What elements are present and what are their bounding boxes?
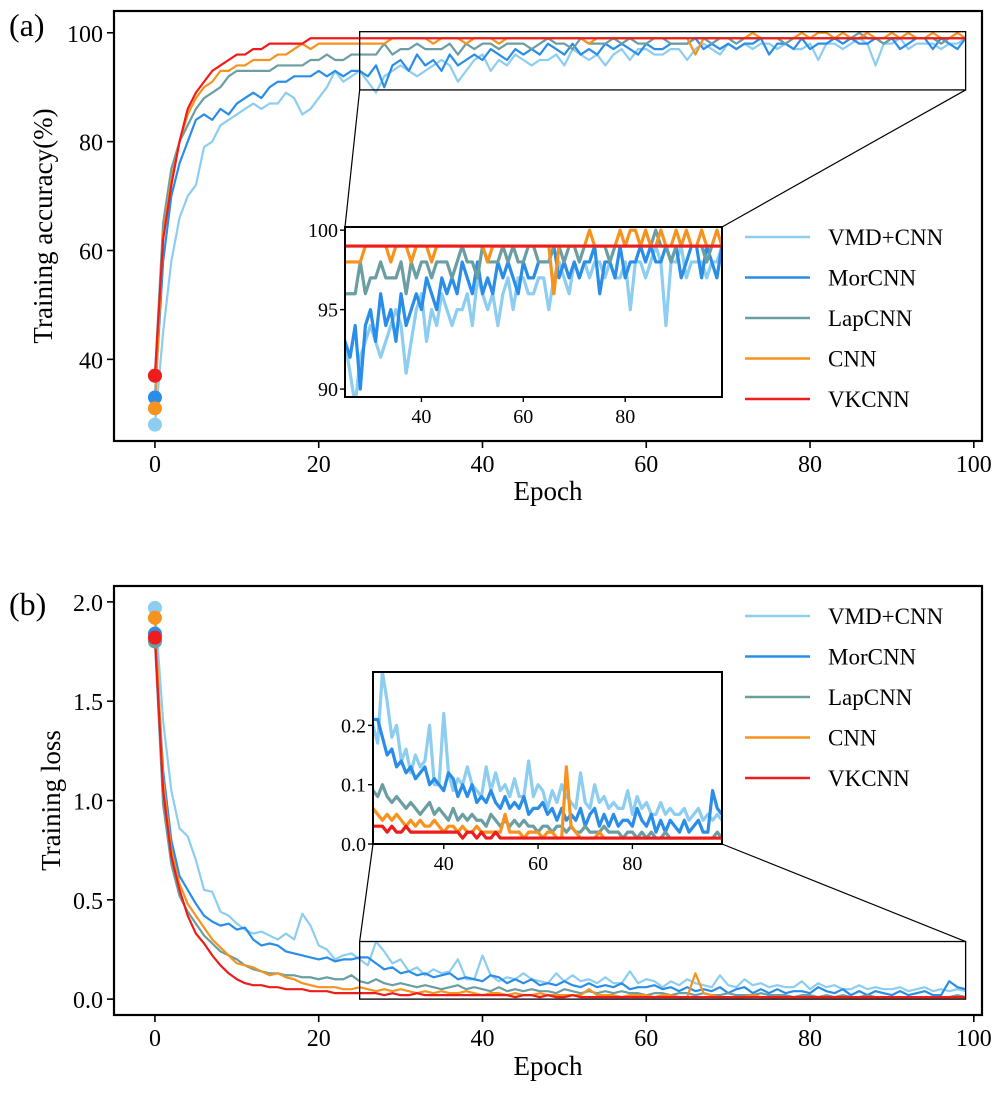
series-line-morcnn xyxy=(153,37,967,398)
inset-x-tick-label: 40 xyxy=(411,406,431,428)
inset-x-tick-label: 60 xyxy=(528,853,548,875)
start-marker-cnn xyxy=(147,401,162,416)
panel-b-loss: 0 20 40 60 80 100 0.0 0.5 1.0 1.5 2.0 Epoch Training… xyxy=(9,584,992,1081)
legend: VMD+CNN MorCNN LapCNN CNN VKCNN xyxy=(745,225,944,412)
inset-series-line-lapcnn xyxy=(373,783,722,840)
start-marker-cnn xyxy=(147,610,162,625)
zoom-connector-right xyxy=(721,89,966,228)
x-tick-label: 100 xyxy=(956,1026,992,1052)
y-axis-title: Training loss xyxy=(36,730,66,871)
inset-x-tick-label: 80 xyxy=(615,406,635,428)
y-tick-label: 80 xyxy=(79,131,103,157)
legend-label: VMD+CNN xyxy=(828,225,944,250)
series-line-vkcnn xyxy=(153,637,966,999)
start-marker-vmd-cnn xyxy=(147,417,162,432)
legend-label: LapCNN xyxy=(828,685,913,710)
inset-y-tick-label: 95 xyxy=(318,300,338,322)
legend-label: VMD+CNN xyxy=(828,604,944,629)
inset-y-tick-label: 0.0 xyxy=(341,834,366,856)
start-marker-vmd-cnn xyxy=(147,600,162,615)
inset-series-line-vmd-cnn xyxy=(373,672,722,822)
x-tick-label: 0 xyxy=(149,1026,161,1052)
y-axis-title: Training accuracy(%) xyxy=(28,108,58,343)
zoom-connector-right xyxy=(721,843,966,943)
series-lines xyxy=(153,607,966,999)
x-tick-label: 0 xyxy=(149,452,161,478)
series-line-morcnn xyxy=(153,633,966,997)
inset-axes: 40 60 80 0.0 0.1 0.2 xyxy=(341,671,723,875)
inset-series-lines xyxy=(373,672,722,840)
x-tick-label: 20 xyxy=(307,1026,331,1052)
x-tick-label: 60 xyxy=(634,452,658,478)
inset-series-lines xyxy=(345,228,722,397)
zoom-connector-left xyxy=(344,89,361,228)
legend-label: CNN xyxy=(828,726,877,751)
legend-label: VKCNN xyxy=(828,387,910,412)
x-tick-label: 80 xyxy=(798,452,822,478)
inset-y-tick-label: 100 xyxy=(308,220,338,242)
x-tick-label: 80 xyxy=(798,1026,822,1052)
start-marker-vkcnn xyxy=(147,368,162,383)
series-line-vmd-cnn xyxy=(153,37,967,425)
inset-frame xyxy=(344,226,723,398)
series-line-vmd-cnn xyxy=(153,607,966,993)
inset-series-line-vmd-cnn xyxy=(345,244,722,397)
zoom-region-box xyxy=(359,31,967,91)
x-axis-title: Epoch xyxy=(514,1051,583,1081)
y-tick-label: 1.0 xyxy=(73,790,103,816)
start-marker-vkcnn xyxy=(147,630,162,645)
legend-label: VKCNN xyxy=(828,766,910,791)
x-tick-label: 40 xyxy=(470,1026,494,1052)
inset-series-line-morcnn xyxy=(345,244,722,391)
inset-x-tick-label: 40 xyxy=(434,853,454,875)
x-tick-label: 40 xyxy=(470,452,494,478)
zoom-connector-left xyxy=(359,843,374,942)
legend-label: MorCNN xyxy=(828,266,917,291)
panel-label: (a) xyxy=(9,7,45,43)
x-tick-label: 20 xyxy=(307,452,331,478)
y-tick-label: 0.0 xyxy=(73,988,103,1014)
plot-frame xyxy=(112,9,984,443)
series-lines xyxy=(153,31,967,425)
x-axis-title: Epoch xyxy=(514,476,583,506)
inset-series-line-morcnn xyxy=(373,717,722,834)
legend: VMD+CNN MorCNN LapCNN CNN VKCNN xyxy=(745,604,944,791)
x-tick-label: 100 xyxy=(956,452,992,478)
y-tick-label: 2.0 xyxy=(73,591,103,617)
inset-axes: 40 60 80 90 95 100 xyxy=(308,220,723,428)
y-tick-label: 60 xyxy=(79,239,103,265)
legend-label: LapCNN xyxy=(828,306,913,331)
y-tick-label: 0.5 xyxy=(73,889,103,915)
inset-x-tick-label: 60 xyxy=(513,406,533,428)
panel-a-accuracy: 0 20 40 60 80 100 40 60 80 100 Epoch Training accur… xyxy=(9,7,992,506)
x-tick-label: 60 xyxy=(634,1026,658,1052)
panel-label: (b) xyxy=(9,586,46,622)
start-marker-morcnn xyxy=(147,390,162,405)
y-tick-label: 40 xyxy=(79,348,103,374)
inset-series-line-vkcnn xyxy=(373,824,722,840)
inset-y-tick-label: 90 xyxy=(318,379,338,401)
series-line-vkcnn xyxy=(153,37,966,376)
legend-label: MorCNN xyxy=(828,645,917,670)
legend-label: CNN xyxy=(828,347,877,372)
y-tick-label: 1.5 xyxy=(73,690,103,716)
inset-y-tick-label: 0.2 xyxy=(341,715,366,737)
inset-x-tick-label: 80 xyxy=(622,853,642,875)
inset-frame xyxy=(372,671,723,845)
y-tick-label: 100 xyxy=(67,22,103,48)
zoom-region-box xyxy=(359,940,967,1000)
inset-y-tick-label: 0.1 xyxy=(341,775,366,797)
